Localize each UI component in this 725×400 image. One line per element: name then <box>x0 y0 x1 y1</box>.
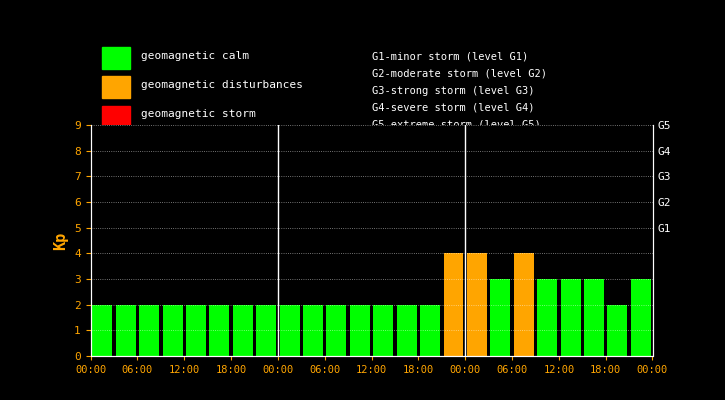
Bar <box>397 305 417 356</box>
Text: G5-extreme storm (level G5): G5-extreme storm (level G5) <box>371 120 540 130</box>
Bar <box>92 305 112 356</box>
Text: G1-minor storm (level G1): G1-minor storm (level G1) <box>371 52 528 62</box>
FancyBboxPatch shape <box>102 106 130 127</box>
Bar <box>139 305 159 356</box>
Y-axis label: Kp: Kp <box>54 231 69 250</box>
Text: G3-strong storm (level G3): G3-strong storm (level G3) <box>371 86 534 96</box>
Bar <box>467 253 487 356</box>
Bar <box>514 253 534 356</box>
Bar <box>233 305 253 356</box>
Bar <box>420 305 440 356</box>
Bar <box>373 305 393 356</box>
Bar <box>326 305 347 356</box>
Bar <box>186 305 206 356</box>
Text: G4-severe storm (level G4): G4-severe storm (level G4) <box>371 103 534 113</box>
Bar <box>162 305 183 356</box>
FancyBboxPatch shape <box>102 47 130 69</box>
Bar <box>116 305 136 356</box>
Bar <box>350 305 370 356</box>
Bar <box>584 279 604 356</box>
Text: geomagnetic disturbances: geomagnetic disturbances <box>141 80 303 90</box>
Bar <box>608 305 627 356</box>
Bar <box>444 253 463 356</box>
Bar <box>490 279 510 356</box>
Bar <box>280 305 299 356</box>
Bar <box>256 305 276 356</box>
FancyBboxPatch shape <box>102 76 130 98</box>
Bar <box>560 279 581 356</box>
Text: G2-moderate storm (level G2): G2-moderate storm (level G2) <box>371 69 547 79</box>
Bar <box>631 279 651 356</box>
Bar <box>210 305 229 356</box>
Text: geomagnetic storm: geomagnetic storm <box>141 109 256 119</box>
Text: geomagnetic calm: geomagnetic calm <box>141 51 249 61</box>
Bar <box>303 305 323 356</box>
Bar <box>537 279 557 356</box>
